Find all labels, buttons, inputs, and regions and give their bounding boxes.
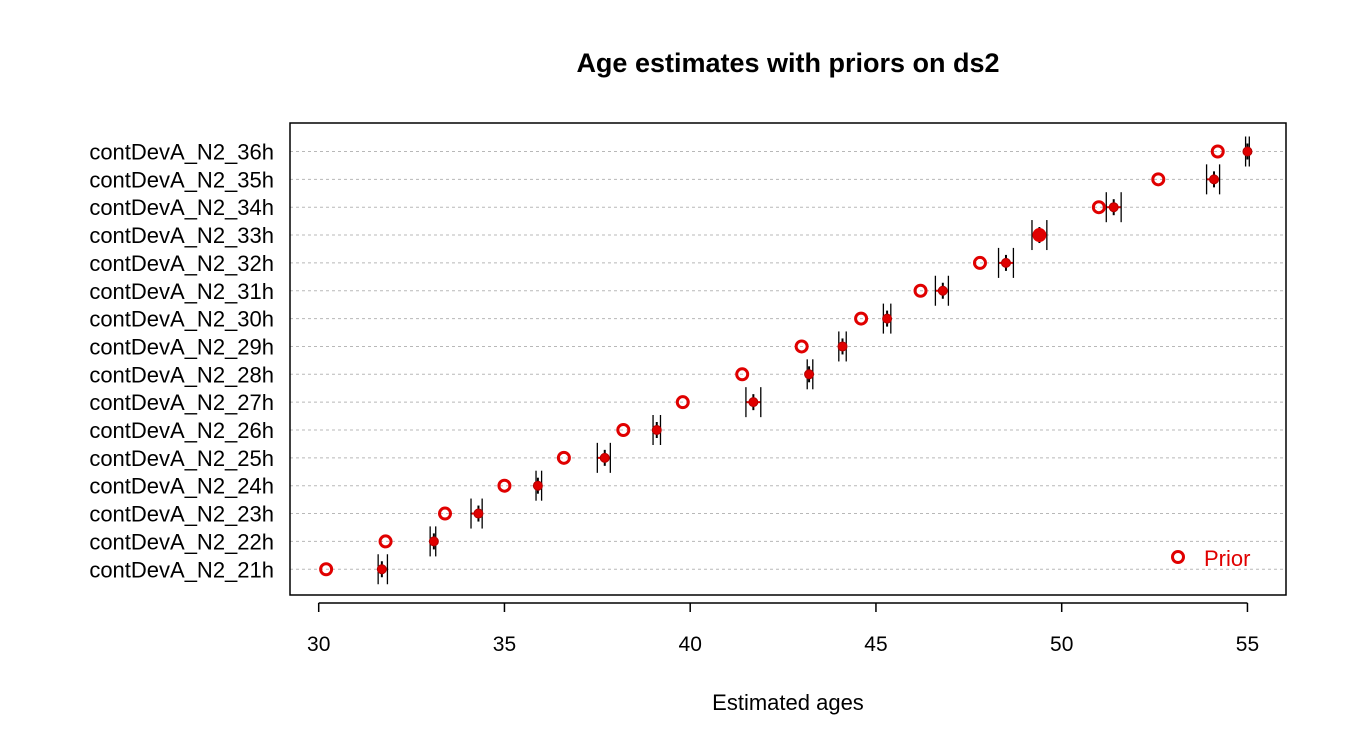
prior-point [497,478,512,493]
chart-title: Age estimates with priors on ds2 [576,48,999,78]
prior-point [556,450,571,465]
estimate-point [937,285,948,296]
plot-frame [289,122,1287,596]
estimate-point [532,480,543,491]
y-tick-label: contDevA_N2_30h [89,307,274,332]
x-tick-label: 45 [864,633,887,656]
estimate-point [473,508,484,519]
estimate-point [1108,202,1119,213]
y-tick-label: contDevA_N2_25h [89,446,274,471]
x-tick-label: 40 [679,633,702,656]
y-tick-label: contDevA_N2_31h [89,279,274,304]
prior-point [735,367,750,382]
estimate-point [428,536,439,547]
estimate-point [837,341,848,352]
prior-point [1151,172,1166,187]
prior-point [616,423,631,437]
prior-series [319,144,1225,577]
prior-point [1032,228,1047,243]
legend-prior-marker [1171,550,1185,564]
y-tick-label: contDevA_N2_23h [89,502,274,527]
estimate-point [748,397,759,408]
gridlines [290,151,1286,570]
estimate-point [599,452,610,463]
estimate-point [1000,257,1011,268]
prior-point [1210,144,1225,159]
estimate-series [376,136,1253,585]
prior-point [854,311,869,326]
prior-point [794,339,809,354]
y-tick-label: contDevA_N2_24h [89,474,274,499]
prior-point [675,395,690,410]
legend-prior-label: Prior [1204,546,1250,571]
prior-point [378,534,393,549]
estimate-point [804,369,815,380]
y-axis-labels: contDevA_N2_21hcontDevA_N2_22hcontDevA_N… [89,140,274,583]
y-tick-label: contDevA_N2_32h [89,251,274,276]
estimate-point [651,425,662,435]
y-tick-label: contDevA_N2_27h [89,390,274,415]
estimate-point [1242,146,1253,157]
x-axis: 30 35 40 45 50 55 [307,602,1259,656]
estimate-point [376,564,387,575]
prior-point [438,506,453,521]
x-tick-label: 55 [1236,633,1259,656]
y-tick-label: contDevA_N2_33h [89,223,274,248]
x-axis-label: Estimated ages [712,690,864,715]
prior-point [972,255,987,270]
y-tick-label: contDevA_N2_36h [89,140,274,165]
legend: Prior [1171,546,1250,571]
y-tick-label: contDevA_N2_26h [89,418,274,443]
y-tick-label: contDevA_N2_28h [89,362,274,387]
x-tick-label: 35 [493,633,516,656]
y-tick-label: contDevA_N2_29h [89,334,274,359]
x-tick-label: 50 [1050,633,1073,656]
y-tick-label: contDevA_N2_21h [89,557,274,582]
estimate-point [1209,174,1220,185]
y-tick-label: contDevA_N2_34h [89,195,274,220]
prior-point [913,283,928,298]
y-tick-label: contDevA_N2_22h [89,529,274,554]
prior-point [319,562,334,577]
y-tick-label: contDevA_N2_35h [89,167,274,192]
x-tick-label: 30 [307,633,330,656]
estimate-point [882,313,893,324]
prior-point [1091,200,1106,215]
